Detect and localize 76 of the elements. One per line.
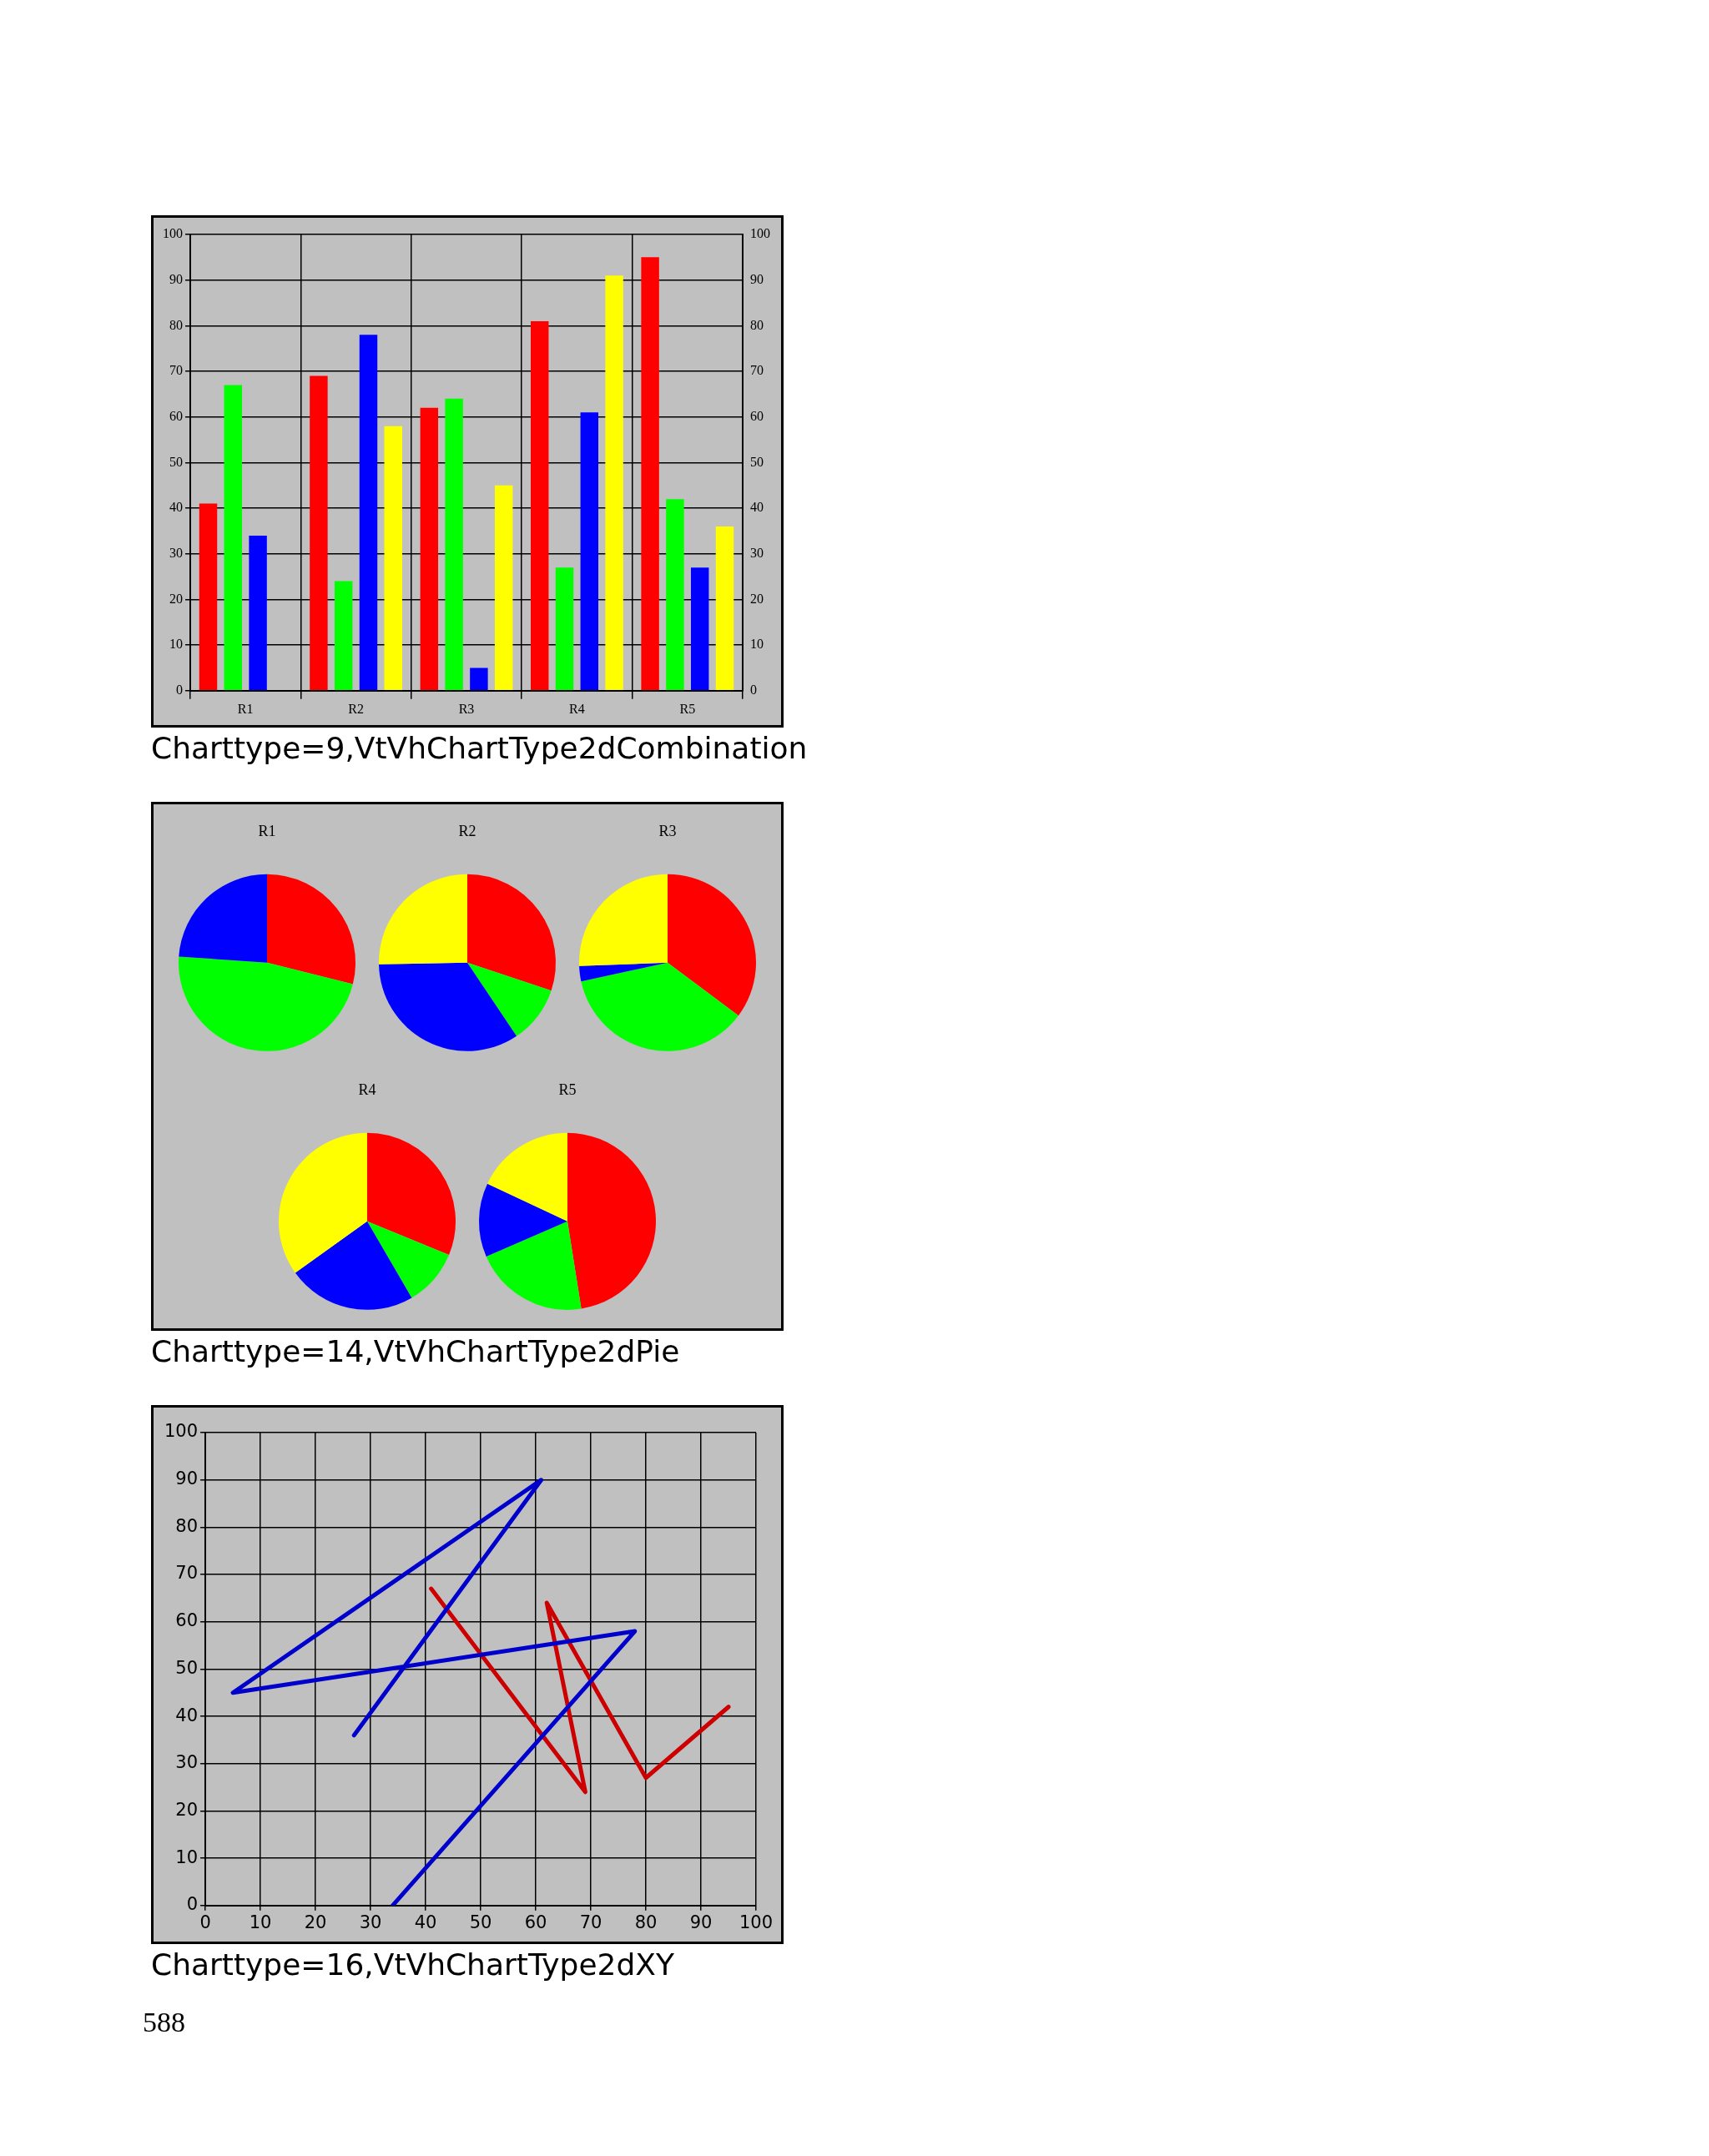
x-tick-label: R4: [569, 701, 585, 716]
bar: [605, 275, 623, 691]
x-tick-label: R5: [679, 701, 696, 716]
bar: [555, 567, 574, 691]
y-tick-label: 70: [175, 1563, 199, 1584]
y2-tick-label: 90: [750, 271, 764, 286]
x-tick-label: R2: [348, 701, 364, 716]
y-tick-label: 0: [186, 1894, 199, 1915]
bar: [334, 581, 353, 691]
y-tick-label: 100: [164, 1421, 199, 1442]
text: 588: [143, 2007, 186, 2038]
text: Charttype=14,VtVhChartType2dPie: [151, 1334, 681, 1368]
x-tick-label: 40: [414, 1912, 437, 1932]
bar: [445, 398, 463, 691]
y-tick-label: 40: [175, 1705, 199, 1725]
bar: [199, 503, 218, 691]
x-tick-label: 10: [249, 1912, 272, 1932]
y-tick-label: 10: [169, 637, 183, 652]
y2-tick-label: 0: [750, 683, 757, 697]
bar: [715, 526, 734, 691]
y2-tick-label: 70: [750, 363, 764, 378]
x-tick-label: R3: [458, 701, 475, 716]
x-tick-label: 80: [634, 1912, 658, 1932]
bar: [224, 385, 243, 691]
bar: [249, 535, 267, 691]
x-tick-label: 70: [579, 1912, 602, 1932]
y-tick-label: 100: [163, 226, 183, 241]
x-tick-label: 50: [469, 1912, 492, 1932]
y-tick-label: 20: [169, 591, 183, 606]
bar: [384, 426, 403, 691]
y-tick-label: 90: [175, 1468, 199, 1489]
y2-tick-label: 40: [750, 500, 764, 515]
bar: [420, 407, 439, 691]
y-tick-label: 60: [175, 1610, 199, 1631]
bar: [470, 667, 488, 691]
chart-title: R5: [558, 1081, 577, 1098]
y-tick-label: 40: [169, 500, 183, 515]
y-tick-label: 80: [175, 1515, 199, 1536]
y-tick-label: 60: [169, 408, 183, 423]
y-tick-label: 0: [176, 683, 183, 697]
chart-title: R2: [458, 822, 476, 839]
chart-title: R1: [258, 822, 276, 839]
bar: [359, 335, 378, 691]
text: Charttype=9,VtVhChartType2dCombination: [151, 731, 809, 765]
y-tick-label: 50: [169, 454, 183, 469]
y2-tick-label: 30: [750, 545, 764, 560]
y2-tick-label: 100: [750, 226, 770, 241]
y-tick-label: 20: [175, 1799, 199, 1820]
bar: [530, 320, 549, 691]
bar: [641, 257, 659, 691]
y2-tick-label: 20: [750, 591, 764, 606]
y2-tick-label: 10: [750, 637, 764, 652]
y-tick-label: 80: [169, 317, 183, 332]
bar: [690, 567, 709, 691]
chart-title: R3: [658, 822, 677, 839]
chart-title: R4: [358, 1081, 376, 1098]
x-tick-label: 100: [739, 1912, 774, 1932]
y-tick-label: 30: [169, 545, 183, 560]
y-tick-label: 90: [169, 271, 183, 286]
bar: [580, 412, 599, 691]
x-tick-label: 20: [304, 1912, 327, 1932]
bar: [494, 485, 513, 691]
bar: [666, 499, 684, 691]
y-tick-label: 70: [169, 363, 183, 378]
x-tick-label: 30: [359, 1912, 382, 1932]
y-tick-label: 50: [175, 1657, 199, 1678]
text: Charttype=16,VtVhChartType2dXY: [151, 1947, 675, 1982]
x-tick-label: 60: [524, 1912, 547, 1932]
y2-tick-label: 60: [750, 408, 764, 423]
y-tick-label: 30: [175, 1752, 199, 1773]
y2-tick-label: 80: [750, 317, 764, 332]
y2-tick-label: 50: [750, 454, 764, 469]
x-tick-label: 90: [689, 1912, 713, 1932]
y-tick-label: 10: [175, 1846, 199, 1867]
bar: [310, 375, 328, 691]
x-tick-label: R1: [237, 701, 254, 716]
